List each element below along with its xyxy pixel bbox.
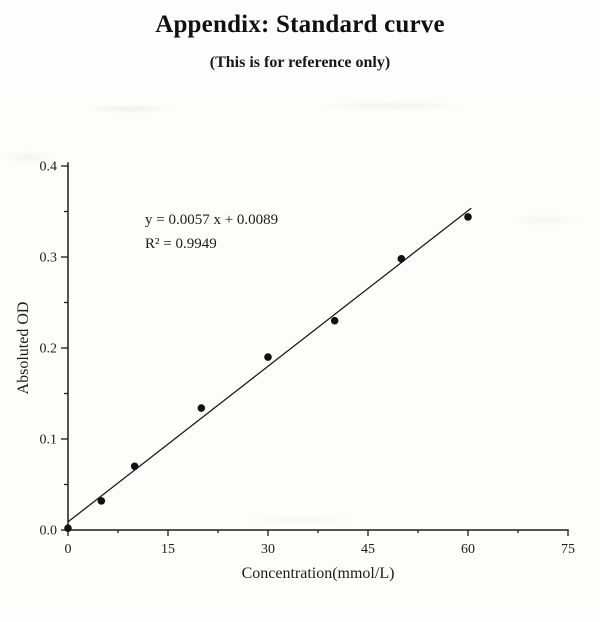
- x-axis-label: Concentration(mmol/L): [242, 565, 395, 582]
- standard-curve-chart: 0 15 30 45 60 75 0.0 0.1 0.2 0.3 0.4 Concentration(…: [15, 160, 576, 583]
- page-subtitle: (This is for reference only): [209, 54, 391, 71]
- standard-curve-figure: 0 15 30 45 60 75 0.0 0.1 0.2 0.3 0.4 Concentration(…: [0, 95, 600, 617]
- data-point: [330, 316, 339, 325]
- data-point: [97, 497, 106, 505]
- x-tick-label: 45: [361, 542, 375, 557]
- x-tick-label: 15: [161, 542, 175, 557]
- r-squared-text: R² = 0.9949: [145, 236, 217, 252]
- data-point: [264, 353, 272, 361]
- page-title: Appendix: Standard curve: [155, 11, 445, 38]
- y-tick-label: 0.0: [40, 524, 58, 539]
- x-tick-label: 30: [261, 542, 275, 557]
- tick-labels: 0 15 30 45 60 75 0.0 0.1 0.2 0.3 0.4: [40, 160, 576, 558]
- tick-marks: [61, 165, 569, 536]
- y-tick-label: 0.3: [40, 251, 58, 266]
- x-tick-label: 60: [461, 542, 475, 557]
- y-tick-label: 0.2: [40, 342, 58, 357]
- equation-annotation: y = 0.0057 x + 0.0089 R² = 0.9949: [145, 212, 278, 252]
- y-tick-label: 0.4: [40, 160, 58, 175]
- data-point: [64, 524, 72, 532]
- data-point: [464, 213, 472, 221]
- y-tick-label: 0.1: [40, 433, 58, 448]
- data-point: [130, 462, 139, 471]
- y-axis-label: Absoluted OD: [15, 302, 32, 395]
- data-point: [397, 255, 406, 263]
- x-tick-label: 75: [561, 542, 575, 557]
- fit-equation-text: y = 0.0057 x + 0.0089: [145, 212, 278, 228]
- fit-line: [67, 207, 472, 523]
- data-point: [197, 404, 206, 412]
- data-points: [64, 213, 472, 532]
- axis-spines: [67, 162, 569, 531]
- x-tick-label: 0: [65, 542, 72, 557]
- axes: [67, 162, 569, 531]
